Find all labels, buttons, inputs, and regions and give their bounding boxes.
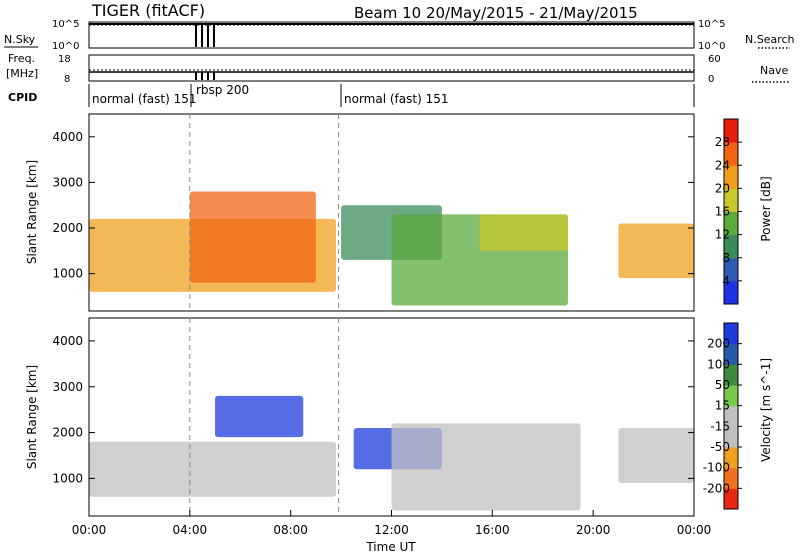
- nave-tick-bottom: 0: [708, 74, 714, 85]
- range-tick-label: 4000: [52, 334, 83, 348]
- time-tick-label: 20:00: [576, 523, 611, 537]
- freq-tick-bottom: 8: [64, 74, 70, 85]
- colorbar-swatch: [724, 385, 738, 407]
- cpid-mode-2: rbsp 200: [196, 83, 249, 97]
- freq-label: Freq.: [8, 52, 35, 65]
- range-tick-label: 3000: [52, 380, 83, 394]
- range-tick-label: 3000: [52, 175, 83, 189]
- colorbar-swatch: [724, 188, 738, 212]
- cpid-panel: CPID normal (fast) 151 rbsp 200 normal (…: [8, 83, 695, 107]
- freq-unit-label: [MHz]: [6, 67, 38, 80]
- power-panel: 1000 2000 3000 4000 Slant Range [km]: [25, 113, 695, 312]
- range-tick-label: 2000: [52, 426, 83, 440]
- time-tick-label: 16:00: [475, 523, 510, 537]
- velocity-heatmap: [89, 395, 694, 511]
- nsearch-tick-bottom: 10^0: [698, 41, 725, 52]
- time-tick-label: 08:00: [273, 523, 308, 537]
- colorbar-swatch: [724, 447, 738, 469]
- freq-gap-markers: [195, 72, 215, 80]
- colorbar-tick-label: 15: [715, 399, 730, 413]
- scatter-region: [618, 223, 694, 279]
- scatter-region: [189, 191, 316, 283]
- velocity-panel: 1000 2000 3000 4000 Slant Range [km]: [25, 317, 695, 517]
- cpid-mode-1: normal (fast) 151: [92, 92, 196, 106]
- velocity-ylabel: Slant Range [km]: [25, 365, 39, 469]
- colorbar-tick-label: -100: [703, 461, 730, 475]
- time-axis-label: Time UT: [365, 540, 416, 554]
- power-colorbar: 4 8 12 16 20 24 28: [715, 118, 742, 305]
- freq-tick-top: 18: [58, 54, 71, 65]
- scatter-region: [215, 395, 304, 438]
- nsky-tick-top: 10^5: [52, 19, 79, 30]
- scatter-region: [391, 423, 581, 511]
- time-tick-label: 12:00: [374, 523, 409, 537]
- range-tick-label: 1000: [52, 267, 83, 281]
- freq-panel: Freq. [MHz] 18 8 60 0 Nave: [6, 52, 790, 85]
- colorbar-swatch: [724, 234, 738, 259]
- colorbar-tick-label: 16: [715, 205, 730, 219]
- colorbar-tick-label: 20: [715, 181, 730, 195]
- colorbar-swatch: [724, 257, 738, 282]
- colorbar-tick-label: -15: [710, 419, 730, 433]
- colorbar-tick-label: 12: [715, 228, 730, 242]
- power-axis: 1000 2000 3000 4000: [52, 114, 694, 311]
- time-axis: 00:00 04:00 08:00 12:00 16:00 20:00 00:00: [72, 510, 712, 537]
- colorbar-tick-label: 28: [715, 135, 730, 149]
- colorbar-tick-label: 200: [707, 337, 730, 351]
- power-heatmap: [89, 191, 694, 306]
- range-tick-label: 4000: [52, 130, 83, 144]
- colorbar-swatch: [724, 405, 738, 427]
- plot-title: TIGER (fitACF): [91, 1, 205, 20]
- colorbar-swatch: [724, 467, 738, 489]
- time-tick-label: 00:00: [72, 523, 107, 537]
- beam-date-label: Beam 10 20/May/2015 - 21/May/2015: [354, 4, 638, 22]
- range-tick-label: 2000: [52, 221, 83, 235]
- colorbar-swatch: [724, 119, 738, 143]
- colorbar-swatch: [724, 426, 738, 448]
- nsearch-tick-top: 10^5: [698, 19, 725, 30]
- cpid-mode-3: normal (fast) 151: [344, 92, 448, 106]
- scatter-region: [479, 214, 568, 251]
- colorbar-swatch: [724, 323, 738, 345]
- colorbar-swatch: [724, 165, 738, 189]
- velocity-colorbar: 200 100 50 15 -15 -50 -100 -200: [703, 322, 742, 510]
- colorbar-tick-label: 24: [715, 158, 730, 172]
- time-tick-label: 00:00: [677, 523, 712, 537]
- nave-label: Nave: [760, 64, 788, 77]
- nsky-label: N.Sky: [4, 33, 36, 46]
- colorbar-tick-label: 50: [715, 378, 730, 392]
- colorbar-frame: [723, 322, 739, 510]
- power-colorbar-label: Power [dB]: [759, 176, 773, 241]
- nsky-gap-markers: [195, 24, 215, 47]
- range-tick-label: 1000: [52, 471, 83, 485]
- colorbar-swatch: [724, 488, 738, 510]
- colorbar-tick-label: 4: [722, 274, 730, 288]
- power-ylabel: Slant Range [km]: [25, 160, 39, 264]
- velocity-axis: 1000 2000 3000 4000: [52, 318, 694, 516]
- scatter-region: [89, 441, 337, 497]
- colorbar-swatch: [724, 364, 738, 386]
- colorbar-swatch: [724, 211, 738, 236]
- colorbar-tick-label: -200: [703, 481, 730, 495]
- velocity-colorbar-label: Velocity [m s^-1]: [759, 358, 773, 462]
- nsky-tick-bottom: 10^0: [52, 41, 79, 52]
- cpid-label: CPID: [8, 91, 37, 104]
- nsky-panel: N.Sky 10^5 10^0 10^5 10^0 N.Search: [4, 19, 795, 52]
- time-tick-label: 04:00: [173, 523, 208, 537]
- nsearch-label: N.Search: [745, 33, 795, 46]
- scatter-region: [618, 428, 694, 483]
- colorbar-tick-label: 100: [707, 357, 730, 371]
- colorbar-swatch: [724, 142, 738, 166]
- colorbar-swatch: [724, 280, 738, 305]
- colorbar-tick-label: -50: [710, 440, 730, 454]
- nave-tick-top: 60: [708, 54, 721, 65]
- colorbar-swatch: [724, 343, 738, 365]
- colorbar-tick-label: 8: [722, 251, 730, 265]
